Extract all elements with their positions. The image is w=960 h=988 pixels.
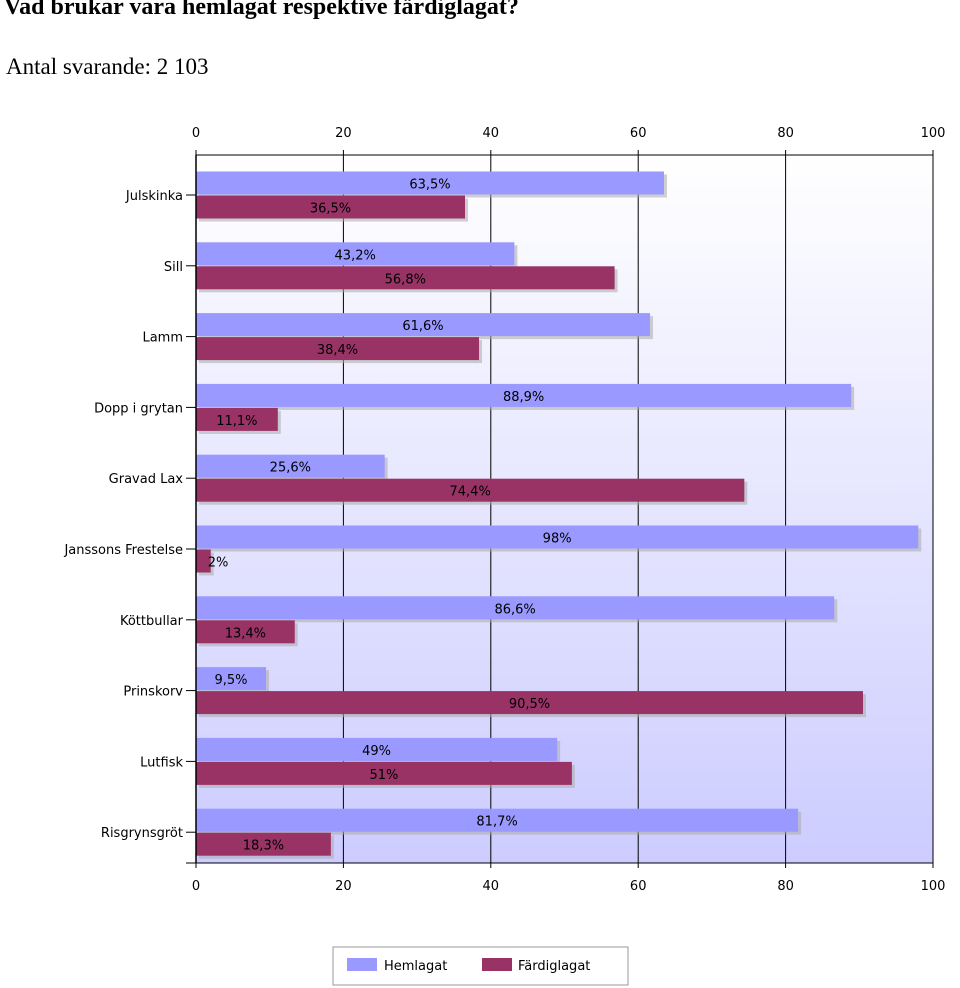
bars: 63,5% 36,5% 43,2% 56,8% 61,6% 38,4% 88,9% 11,1%… — [196, 171, 922, 859]
x-tick-label-bottom: 0 — [192, 879, 200, 894]
x-tick-label-top: 40 — [483, 126, 500, 141]
category-label: Gravad Lax — [109, 472, 184, 487]
data-label-hemlagat: 43,2% — [335, 248, 376, 263]
bar-hemlagat — [196, 171, 664, 195]
x-tick-label-top: 60 — [630, 126, 647, 141]
category-label: Risgrynsgröt — [101, 826, 183, 841]
data-label-hemlagat: 25,6% — [270, 461, 311, 476]
bar-fardiglagat — [196, 832, 331, 856]
page-title: Vad brukar vara hemlagat respektive färd… — [4, 0, 519, 20]
bar-fardiglagat — [196, 195, 466, 219]
x-tick-label-bottom: 100 — [921, 879, 946, 894]
x-tick-label-top: 20 — [335, 126, 352, 141]
x-tick-label-bottom: 20 — [335, 879, 352, 894]
legend-label-fardiglagat: Färdiglagat — [518, 959, 590, 974]
bar-hemlagat — [196, 596, 835, 620]
bar-hemlagat — [196, 525, 919, 549]
x-tick-label-bottom: 80 — [777, 879, 794, 894]
data-label-hemlagat: 88,9% — [503, 390, 544, 405]
data-label-fardiglagat: 56,8% — [385, 272, 426, 287]
data-label-fardiglagat: 90,5% — [509, 697, 550, 712]
legend-box — [332, 946, 629, 986]
legend-swatch-fardiglagat — [482, 958, 512, 971]
data-label-hemlagat: 9,5% — [214, 673, 247, 688]
category-label: Lamm — [142, 331, 183, 346]
category-label: Sill — [164, 260, 183, 275]
x-tick-label-top: 100 — [921, 126, 946, 141]
data-label-fardiglagat: 2% — [208, 556, 229, 571]
data-label-hemlagat: 61,6% — [402, 319, 443, 334]
category-label: Köttbullar — [120, 614, 184, 629]
bar-hemlagat — [196, 737, 558, 761]
bar-fardiglagat — [196, 337, 480, 361]
data-label-hemlagat: 86,6% — [494, 602, 535, 617]
category-label: Julskinka — [125, 189, 183, 204]
category-label: Lutfisk — [140, 755, 183, 770]
bar-fardiglagat — [196, 761, 572, 785]
legend-label-hemlagat: Hemlagat — [384, 959, 447, 974]
bar-fardiglagat — [196, 478, 745, 502]
data-label-hemlagat: 98% — [543, 532, 572, 547]
bar-hemlagat — [196, 808, 799, 832]
bar-fardiglagat — [196, 620, 295, 644]
respondent-count: Antal svarande: 2 103 — [6, 54, 209, 79]
bar-chart: 63,5% 36,5% 43,2% 56,8% 61,6% 38,4% 88,9% 11,1%… — [63, 126, 945, 986]
x-tick-label-top: 80 — [777, 126, 794, 141]
category-label: Dopp i grytan — [94, 401, 183, 416]
data-label-hemlagat: 81,7% — [476, 815, 517, 830]
bar-fardiglagat — [196, 691, 863, 715]
bar-hemlagat — [196, 454, 385, 478]
bar-fardiglagat — [196, 549, 211, 573]
bar-hemlagat — [196, 242, 515, 266]
bar-fardiglagat — [196, 407, 278, 431]
x-tick-label-bottom: 60 — [630, 879, 647, 894]
data-label-fardiglagat: 51% — [369, 768, 398, 783]
x-tick-label-top: 0 — [192, 126, 200, 141]
bar-hemlagat — [196, 667, 267, 691]
legend-swatch-hemlagat — [347, 958, 377, 971]
bar-hemlagat — [196, 313, 650, 337]
data-label-fardiglagat: 74,4% — [450, 485, 491, 500]
data-label-hemlagat: 63,5% — [409, 178, 450, 193]
data-label-fardiglagat: 13,4% — [225, 626, 266, 641]
data-label-fardiglagat: 18,3% — [243, 839, 284, 854]
axes: 0 0 20 20 40 40 60 60 80 80 100 100 Julskinka Sill Lam… — [63, 126, 945, 894]
x-tick-label-bottom: 40 — [483, 879, 500, 894]
data-label-hemlagat: 49% — [362, 744, 391, 759]
data-label-fardiglagat: 36,5% — [310, 202, 351, 217]
category-label: Prinskorv — [123, 685, 183, 700]
data-label-fardiglagat: 38,4% — [317, 343, 358, 358]
data-label-fardiglagat: 11,1% — [216, 414, 257, 429]
bar-fardiglagat — [196, 266, 615, 290]
category-label: Janssons Frestelse — [63, 543, 183, 558]
legend: Hemlagat Färdiglagat — [332, 946, 629, 986]
bar-hemlagat — [196, 383, 852, 407]
